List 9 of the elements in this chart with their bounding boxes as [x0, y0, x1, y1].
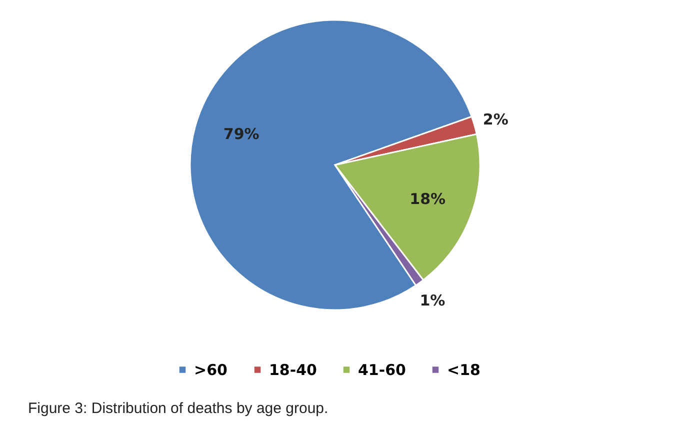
legend-label: <18 — [447, 360, 480, 379]
legend-label: 18-40 — [269, 360, 317, 379]
data-label: 18% — [410, 190, 446, 208]
caption: Figure 3: Distribution of deaths by age group. — [28, 400, 328, 417]
legend-label: 41-60 — [358, 360, 406, 379]
data-label: 79% — [223, 125, 260, 144]
data-label: 1% — [420, 292, 446, 310]
data-label: 2% — [482, 110, 508, 128]
legend-label: >60 — [194, 360, 228, 379]
